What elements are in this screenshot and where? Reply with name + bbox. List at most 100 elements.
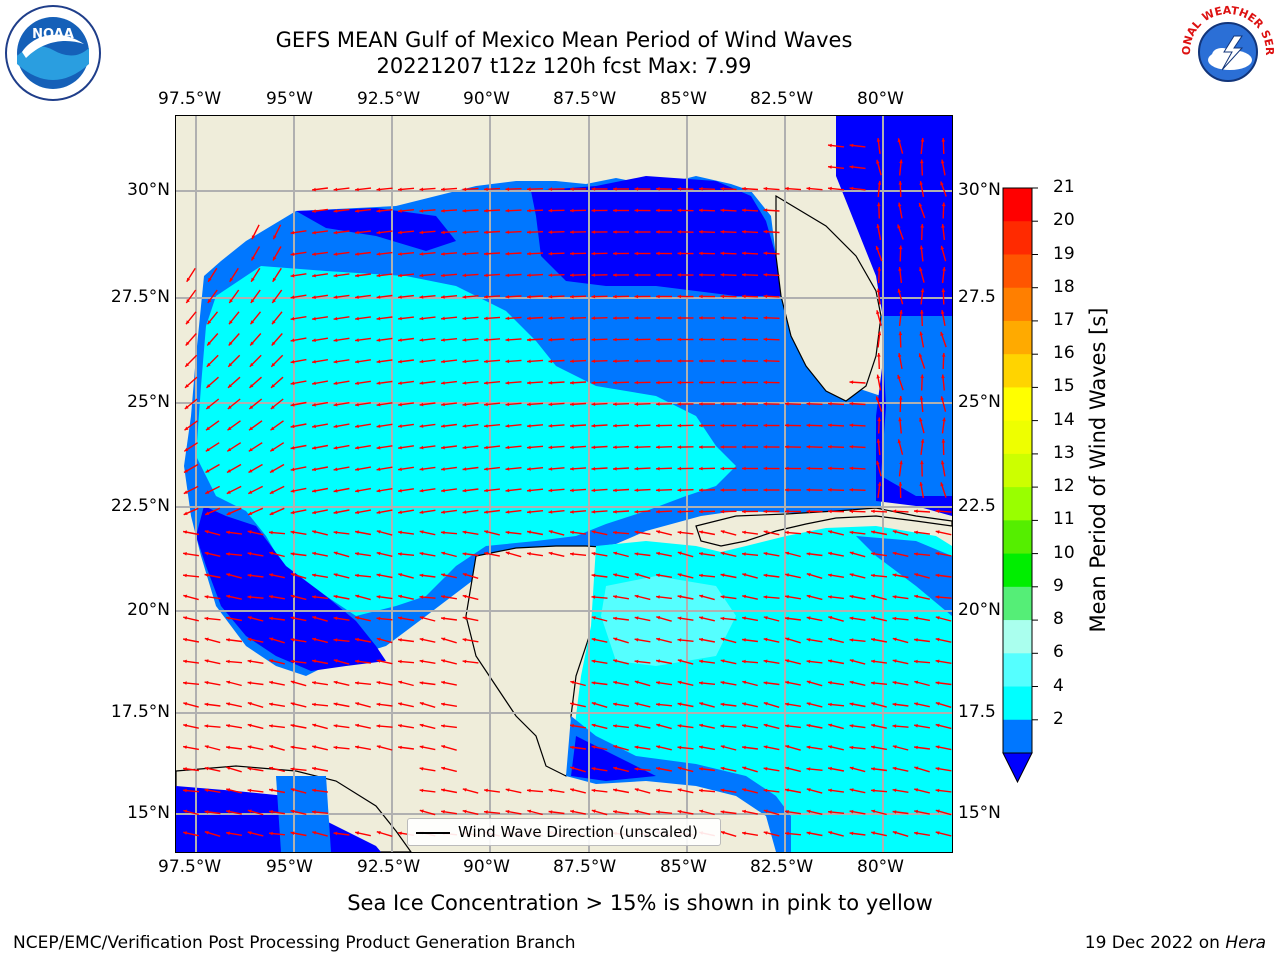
- wave-direction-arrowhead: [935, 788, 940, 793]
- wave-direction-arrowhead: [207, 341, 211, 346]
- wave-direction-arrowhead: [940, 245, 945, 250]
- wave-direction-arrowhead: [290, 723, 295, 728]
- wave-direction-arrowhead: [505, 230, 510, 234]
- wave-direction-arrowhead: [333, 510, 338, 515]
- wave-direction-arrowhead: [677, 509, 682, 514]
- wave-direction-arrowhead: [899, 310, 903, 314]
- wave-direction-arrowhead: [897, 288, 902, 293]
- wave-direction-arrowhead: [914, 530, 918, 535]
- wave-direction-arrowhead: [204, 551, 209, 556]
- wave-direction-arrowhead: [505, 402, 510, 407]
- wave-direction-arrowhead: [548, 402, 553, 407]
- wave-direction-arrowhead: [677, 788, 682, 792]
- wave-direction-arrowhead: [312, 573, 316, 578]
- wave-direction-arrowhead: [742, 488, 746, 492]
- wave-direction-arrowhead: [613, 337, 617, 342]
- lat-label-left: 27.5°N: [110, 287, 170, 307]
- wave-direction-arrowhead: [208, 277, 212, 282]
- wave-direction-arrowhead: [656, 702, 660, 707]
- wave-direction-arrowhead: [785, 488, 789, 492]
- wave-direction-arrowhead: [441, 595, 445, 599]
- wave-direction-arrowhead: [441, 510, 445, 514]
- wave-direction-arrowhead: [634, 488, 639, 492]
- wave-direction-arrowhead: [333, 273, 338, 278]
- wave-direction-arrowhead: [849, 530, 854, 535]
- wave-direction-arrowhead: [484, 295, 488, 299]
- wave-direction-arrowhead: [897, 439, 902, 444]
- wave-direction-arrowhead: [914, 724, 918, 728]
- wave-direction-arrowhead: [249, 405, 254, 409]
- map-legend: Wind Wave Direction (unscaled): [407, 818, 721, 846]
- wave-direction-arrowhead: [398, 424, 402, 428]
- wave-direction-arrowhead: [229, 277, 234, 282]
- wave-direction-arrowhead: [376, 381, 381, 385]
- wave-direction-arrowhead: [742, 659, 746, 664]
- wave-direction-arrowhead: [677, 809, 682, 814]
- wave-direction-arrowhead: [441, 445, 445, 450]
- wave-direction-arrowhead: [920, 159, 924, 164]
- colorbar-tick-label: 20: [1053, 210, 1075, 231]
- wave-direction-arrowhead: [269, 680, 273, 685]
- wave-direction-arrowhead: [205, 447, 210, 452]
- wave-direction-arrowhead: [527, 316, 531, 321]
- wave-direction-arrowhead: [290, 530, 295, 535]
- colorbar-segment: [1003, 520, 1032, 555]
- wave-direction-arrowhead: [806, 831, 811, 835]
- wave-direction-arrowhead: [355, 316, 359, 321]
- wave-direction-arrowhead: [376, 402, 381, 407]
- wave-direction-arrowhead: [613, 359, 617, 363]
- wave-direction-arrowhead: [828, 637, 833, 642]
- wave-direction-arrowhead: [920, 224, 924, 228]
- wave-direction-arrowhead: [720, 230, 725, 234]
- colorbar-tick-label: 18: [1053, 276, 1075, 297]
- wave-direction-arrowhead: [875, 246, 880, 250]
- wave-direction-arrowhead: [656, 380, 660, 385]
- wave-direction-arrowhead: [355, 831, 359, 835]
- wave-direction-arrowhead: [376, 359, 381, 364]
- wave-direction-arrowhead: [355, 702, 360, 706]
- lat-label-right: 30°N: [958, 180, 1001, 200]
- wave-direction-arrowhead: [484, 788, 488, 793]
- wave-direction-arrowhead: [419, 467, 424, 471]
- wave-direction-arrowhead: [656, 723, 661, 728]
- wave-direction-arrowhead: [290, 809, 295, 814]
- wave-direction-arrowhead: [183, 788, 187, 793]
- wave-direction-arrowhead: [333, 745, 338, 750]
- wave-direction-arrowhead: [785, 680, 789, 685]
- wave-direction-arrowhead: [462, 788, 467, 792]
- wave-direction-arrowhead: [376, 530, 381, 534]
- wave-direction-arrowhead: [419, 273, 424, 278]
- wave-direction-arrowhead: [355, 552, 359, 556]
- wave-direction-arrowhead: [355, 424, 359, 428]
- wave-direction-arrowhead: [876, 374, 880, 379]
- wave-direction-arrowhead: [290, 403, 295, 407]
- wave-direction-arrowhead: [355, 187, 359, 192]
- wave-direction-arrowhead: [656, 766, 660, 771]
- wave-direction-arrowhead: [269, 788, 273, 792]
- noaa-logo: NOAA: [4, 4, 102, 106]
- wave-direction-arrowhead: [677, 273, 682, 277]
- wave-direction-arrowhead: [312, 230, 316, 235]
- wave-direction-arrowhead: [720, 316, 725, 320]
- wave-direction-arrowhead: [877, 331, 882, 336]
- wave-direction-arrowhead: [935, 637, 940, 642]
- atlantic-wave-field: [836, 116, 952, 516]
- wave-direction-arrowhead: [720, 788, 725, 793]
- colorbar-frame: [1002, 187, 1033, 754]
- wave-direction-arrowhead: [333, 252, 338, 256]
- wave-direction-arrowhead: [484, 381, 488, 385]
- wave-direction-arrowhead: [419, 381, 424, 385]
- wave-direction-arrowhead: [376, 488, 381, 493]
- wave-direction-arrowhead: [656, 187, 660, 191]
- wave-direction-arrowhead: [898, 331, 903, 336]
- map-area[interactable]: [175, 115, 953, 853]
- wave-direction-arrowhead: [935, 509, 940, 513]
- wave-direction-arrowhead: [634, 445, 639, 449]
- wave-direction-arrowhead: [785, 186, 789, 191]
- wave-direction-arrowhead: [935, 659, 940, 664]
- wave-direction-arrowhead: [419, 488, 424, 493]
- wave-direction-arrowhead: [699, 788, 703, 793]
- wave-direction-arrowhead: [699, 745, 703, 749]
- wave-direction-arrowhead: [742, 638, 746, 642]
- wave-direction-arrowhead: [699, 273, 703, 277]
